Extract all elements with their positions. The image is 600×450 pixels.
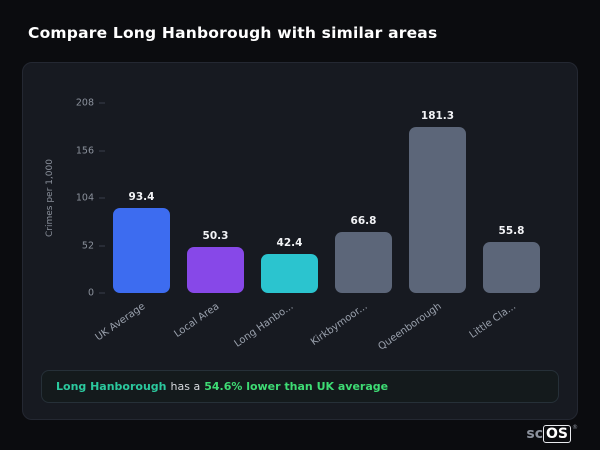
bar-group: 42.4 xyxy=(261,103,318,293)
bar-group: 50.3 xyxy=(187,103,244,293)
y-tick: 0 xyxy=(88,288,105,299)
x-label-cell: Long Hanbo... xyxy=(233,293,318,357)
x-label-cell: UK Average xyxy=(94,293,170,357)
y-tick-mark xyxy=(99,245,105,246)
y-tick-mark xyxy=(99,150,105,151)
x-label-cell: Queenborough xyxy=(377,293,466,357)
y-tick-label: 156 xyxy=(75,145,94,156)
y-axis-title: Crimes per 1,000 xyxy=(45,159,55,237)
summary-area-name: Long Hanborough xyxy=(56,380,167,393)
brand-boxed: OS xyxy=(543,425,571,443)
y-tick-mark xyxy=(99,102,105,104)
y-tick-mark xyxy=(99,292,105,294)
x-label-cell: Little Cla... xyxy=(467,293,540,357)
bar-group: 93.4 xyxy=(113,103,170,293)
bar[interactable] xyxy=(483,242,540,293)
y-tick-label: 208 xyxy=(75,97,94,109)
summary-note: Long Hanborough has a 54.6% lower than U… xyxy=(41,370,559,403)
y-tick: 208 xyxy=(76,98,105,109)
brand-prefix: sc xyxy=(526,426,544,442)
y-axis: 208 156 104 52 0 xyxy=(59,98,105,299)
y-tick-label: 52 xyxy=(81,240,94,251)
y-tick: 52 xyxy=(82,240,105,251)
bar[interactable] xyxy=(409,127,466,293)
bar[interactable] xyxy=(113,207,170,293)
bars-row: 93.4 50.3 42.4 66.8 181.3 55.8 xyxy=(113,103,559,293)
brand-logo: sc OS ® xyxy=(526,425,578,443)
y-tick-label: 104 xyxy=(75,192,94,204)
bar-value-label: 55.8 xyxy=(498,225,525,237)
page-title: Compare Long Hanborough with similar are… xyxy=(28,24,438,42)
y-tick: 104 xyxy=(76,193,105,204)
bar-chart: Crimes per 1,000 208 156 104 52 0 93.4 50.3 42… xyxy=(41,98,559,357)
plot-area: 93.4 50.3 42.4 66.8 181.3 55.8 UK Average Loca… xyxy=(94,103,559,357)
chart-card: Crimes per 1,000 208 156 104 52 0 93.4 50.3 42… xyxy=(22,62,578,420)
bar-value-label: 42.4 xyxy=(276,237,303,250)
bar-group: 55.8 xyxy=(483,103,540,293)
x-axis-labels: UK Average Local Area Long Hanbo... Kirkbym… xyxy=(94,293,559,357)
y-tick-label: 0 xyxy=(87,287,94,299)
bar-value-label: 93.4 xyxy=(128,190,155,203)
bar-value-label: 181.3 xyxy=(420,110,455,123)
x-axis-label: Little Cla... xyxy=(467,301,518,341)
registered-mark-icon: ® xyxy=(572,424,578,431)
bar-group: 66.8 xyxy=(335,103,392,293)
bar[interactable] xyxy=(335,232,392,293)
bar-value-label: 50.3 xyxy=(202,230,229,243)
bar-value-label: 66.8 xyxy=(350,215,377,227)
bar[interactable] xyxy=(261,254,318,293)
y-tick-mark xyxy=(99,197,105,199)
bar-group: 181.3 xyxy=(409,103,466,293)
x-axis-label: UK Average xyxy=(93,301,148,344)
summary-text: has a xyxy=(170,380,201,393)
bar[interactable] xyxy=(187,247,244,293)
x-label-cell: Local Area xyxy=(173,293,244,357)
x-axis-label: Local Area xyxy=(172,301,222,340)
y-tick: 156 xyxy=(76,145,105,156)
summary-stat: 54.6% lower than UK average xyxy=(204,380,389,393)
x-axis-label: Kirkbymoor... xyxy=(309,301,370,348)
